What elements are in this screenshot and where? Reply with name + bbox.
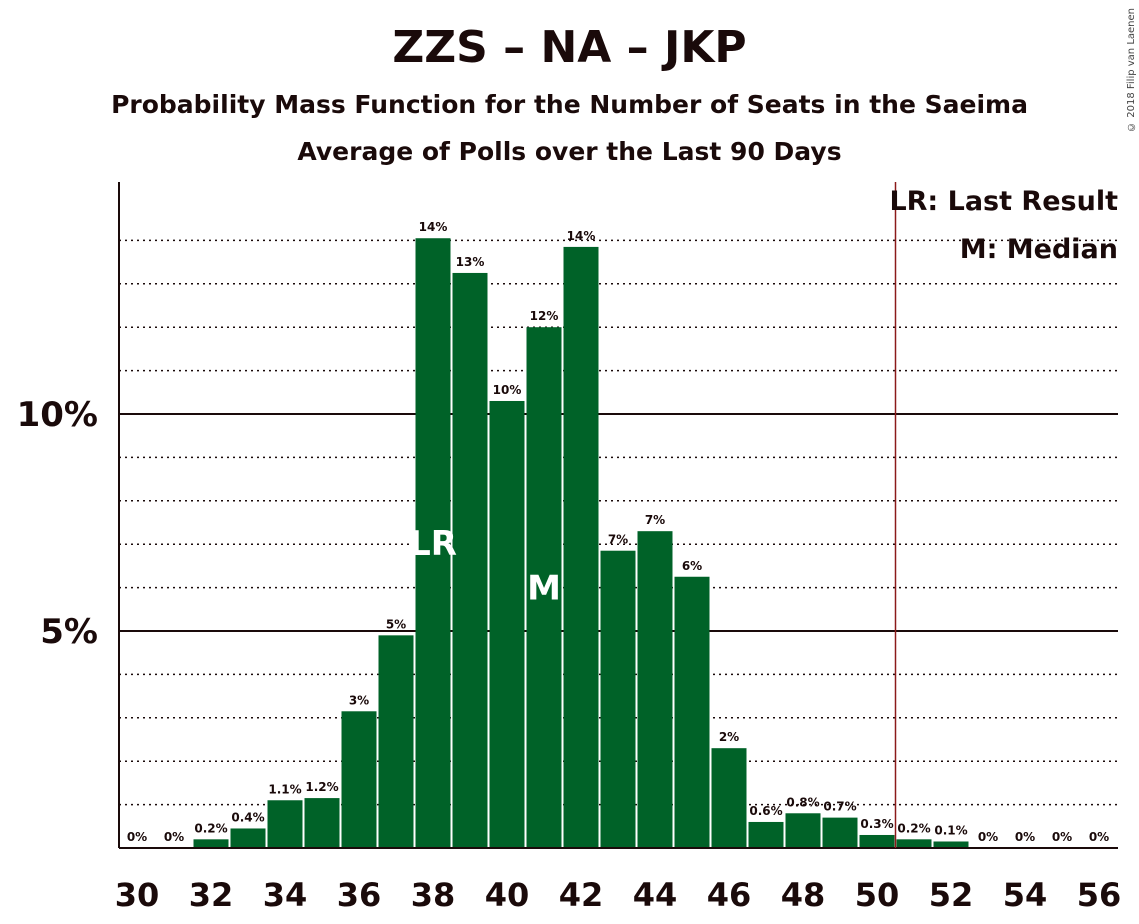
median-marker: M: [527, 569, 561, 609]
x-tick-label: 32: [189, 876, 234, 914]
bar: [637, 531, 673, 848]
x-tick-label: 44: [633, 876, 678, 914]
legend-median: M: Median: [960, 234, 1118, 265]
bar-value-label: 12%: [530, 309, 559, 323]
bar: [859, 834, 895, 848]
bar: [304, 798, 340, 848]
chart-title: ZZS – NA – JKP: [392, 22, 747, 73]
x-tick-label: 54: [1003, 876, 1048, 914]
bar: [711, 748, 747, 848]
bar: [933, 841, 969, 848]
x-tick-label: 50: [855, 876, 900, 914]
bar-value-label: 7%: [645, 513, 665, 527]
bar: [748, 821, 784, 848]
bar-value-label: 10%: [493, 383, 522, 397]
bar: [452, 272, 488, 848]
bars: [193, 238, 969, 849]
bar-value-label: 3%: [349, 693, 369, 707]
bar-value-label: 0%: [127, 830, 147, 844]
bar-value-label: 0.3%: [860, 817, 893, 831]
last-result-marker: LR: [409, 524, 457, 564]
x-tick-label: 52: [929, 876, 974, 914]
x-tick-label: 56: [1077, 876, 1122, 914]
x-tick-label: 38: [411, 876, 456, 914]
bar: [341, 711, 377, 848]
bar-value-label: 7%: [608, 533, 628, 547]
x-tick-label: 34: [263, 876, 308, 914]
chart-subtitle: Probability Mass Function for the Number…: [111, 90, 1028, 119]
bar-value-label: 1.2%: [305, 780, 338, 794]
bar: [896, 839, 932, 848]
y-tick-label: 10%: [17, 395, 98, 435]
bar: [563, 246, 599, 848]
x-tick-label: 42: [559, 876, 604, 914]
bar-value-label: 0%: [1052, 830, 1072, 844]
bar-labels: 0% 0% 0.2% 0.4% 1.1% 1.2% 3% 5% 14% 13% 10% 12% 14% 7…: [127, 220, 1109, 844]
bar-value-label: 0.4%: [231, 810, 264, 824]
bar: [489, 400, 525, 848]
x-tick-label: 40: [485, 876, 530, 914]
bar: [526, 327, 562, 848]
bar-value-label: 5%: [386, 617, 406, 631]
bar-value-label: 0%: [1015, 830, 1035, 844]
bar-value-label: 0.2%: [897, 821, 930, 835]
bar: [267, 800, 303, 848]
bar: [822, 817, 858, 848]
bar: [674, 576, 710, 848]
bar-value-label: 13%: [456, 255, 485, 269]
bar: [415, 238, 451, 849]
x-tick-label: 30: [115, 876, 160, 914]
bar: [230, 828, 266, 848]
x-tick-label: 48: [781, 876, 826, 914]
bar-value-label: 6%: [682, 559, 702, 573]
bar-value-label: 0.1%: [934, 823, 967, 837]
bar-value-label: 0%: [978, 830, 998, 844]
bar-value-label: 0.8%: [786, 795, 819, 809]
legend-last-result: LR: Last Result: [889, 186, 1118, 217]
bar-value-label: 0%: [1089, 830, 1109, 844]
bar-value-label: 14%: [419, 220, 448, 234]
bar-value-label: 1.1%: [268, 782, 301, 796]
bar: [600, 550, 636, 848]
bar-value-label: 0.2%: [194, 821, 227, 835]
bar-value-label: 0.7%: [823, 800, 856, 814]
bar-value-label: 14%: [567, 229, 596, 243]
axes: 5% 10% 30 32 34 36 38 40 42 44 46 48 50 52 54 56: [17, 182, 1122, 914]
bar: [378, 635, 414, 848]
bar-value-label: 2%: [719, 730, 739, 744]
bar-value-label: 0%: [164, 830, 184, 844]
x-tick-label: 46: [707, 876, 752, 914]
chart-subtitle-period: Average of Polls over the Last 90 Days: [297, 137, 842, 166]
markers: LR M: [409, 182, 897, 848]
bar: [193, 839, 229, 848]
y-tick-label: 5%: [40, 612, 98, 652]
x-tick-label: 36: [337, 876, 382, 914]
bar-value-label: 0.6%: [749, 804, 782, 818]
bar: [785, 813, 821, 848]
